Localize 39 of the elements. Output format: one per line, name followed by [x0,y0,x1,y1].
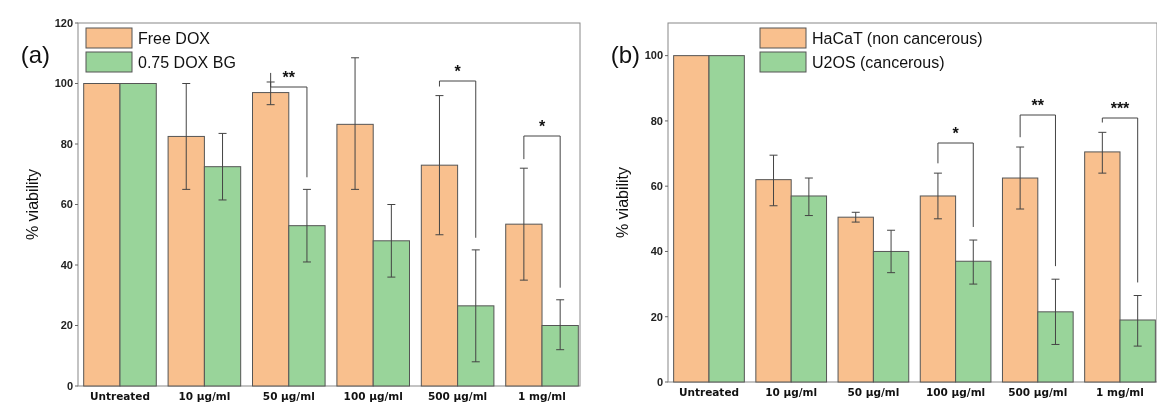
x-tick-label: 50 µg/ml [262,390,315,402]
legend-label: 0.75 DOX BG [138,53,236,71]
y-tick-label: 20 [650,310,663,323]
y-tick-label: 120 [54,16,73,29]
annotation: ** [1031,97,1045,114]
x-tick-label: Untreated [678,386,740,398]
annotation: * [952,125,960,142]
y-tick-label: 20 [60,319,73,332]
y-axis-title: % viability [24,168,41,241]
y-tick-label: 100 [644,49,663,62]
y-tick-label: 40 [650,245,663,258]
x-tick-label: 100 µg/ml [343,390,403,402]
y-tick-label: 80 [60,137,73,150]
x-tick-label: 500 µg/ml [428,390,488,402]
text: (a) [20,41,50,68]
annotation: ** [282,69,296,86]
x-tick-label: 100 µg/ml [926,386,986,398]
annotation: * [454,63,462,80]
x-tick-label: 1 mg/ml [1096,386,1144,398]
y-tick-label: 100 [54,77,73,90]
y-tick-label: 0 [66,379,73,392]
annotation: *** [1110,100,1131,117]
legend-label: U2OS (cancerous) [812,53,945,71]
x-tick-label: Untreated [89,390,151,402]
y-axis-title: % viability [614,166,631,239]
y-tick-label: 0 [656,375,663,388]
legend-label: Free DOX [138,29,211,47]
y-tick-label: 80 [650,114,663,127]
y-tick-label: 40 [60,258,73,271]
x-tick-label: 10 µg/ml [178,390,231,402]
x-tick-label: 500 µg/ml [1008,386,1068,398]
y-tick-label: 60 [60,198,73,211]
x-tick-label: 10 µg/ml [765,386,818,398]
x-tick-label: 50 µg/ml [847,386,900,398]
text: (b) [610,41,640,68]
annotation: * [538,118,546,135]
legend-label: HaCaT (non cancerous) [812,29,983,47]
y-tick-label: 60 [650,180,663,193]
x-tick-label: 1 mg/ml [518,390,566,402]
